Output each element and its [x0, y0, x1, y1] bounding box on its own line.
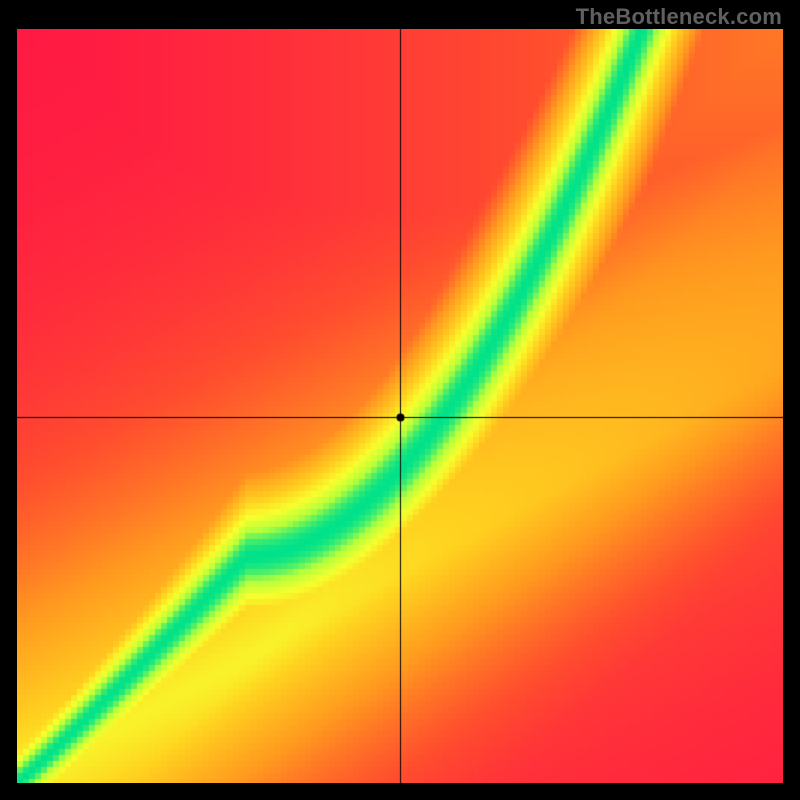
watermark-text: TheBottleneck.com — [576, 4, 782, 30]
chart-container: TheBottleneck.com — [0, 0, 800, 800]
bottleneck-heatmap — [17, 29, 783, 783]
